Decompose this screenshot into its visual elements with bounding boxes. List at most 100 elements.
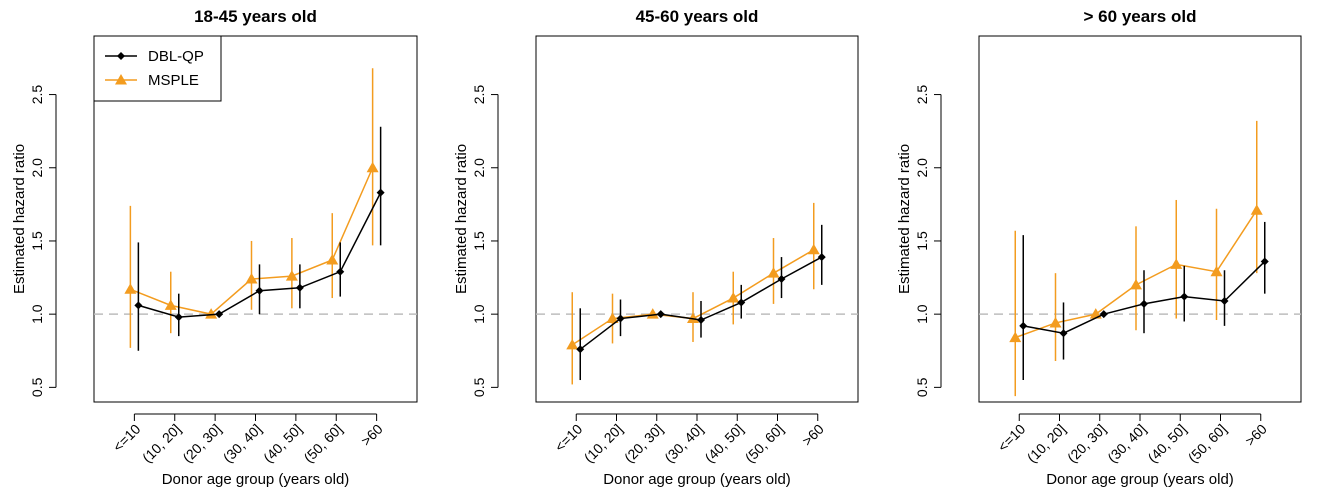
y-axis-label: Estimated hazard ratio bbox=[453, 144, 470, 294]
legend-label: DBL-QP bbox=[148, 48, 204, 65]
x-tick-label: (50, 60] bbox=[1185, 421, 1230, 466]
x-tick-label: >60 bbox=[1242, 421, 1270, 449]
data-point bbox=[295, 283, 304, 292]
legend-marker bbox=[115, 74, 127, 85]
data-point bbox=[1210, 265, 1223, 277]
data-point bbox=[1250, 204, 1263, 215]
y-tick-label: 2.5 bbox=[914, 85, 930, 105]
x-tick-label: (40, 50] bbox=[260, 421, 305, 466]
x-axis-label: Donor age group (years old) bbox=[1046, 471, 1234, 488]
y-tick-label: 1.5 bbox=[914, 231, 930, 251]
y-tick-label: 2.0 bbox=[29, 158, 45, 178]
y-tick-label: 2.0 bbox=[914, 158, 930, 178]
series-dbl-qp bbox=[576, 224, 826, 381]
data-point bbox=[174, 313, 183, 322]
x-axis-label: Donor age group (years old) bbox=[603, 471, 791, 488]
data-point bbox=[1170, 258, 1183, 269]
panel-3: > 60 years old 0.5 1.0 1.5 2.0 2.5 Estimated h… bbox=[896, 7, 1302, 488]
x-tick-label: (50, 60] bbox=[742, 421, 787, 466]
data-point bbox=[164, 299, 177, 310]
chart-title: 45-60 years old bbox=[636, 7, 759, 26]
data-point bbox=[1180, 292, 1189, 301]
y-tick-label: 1.5 bbox=[471, 231, 487, 251]
data-point bbox=[245, 273, 258, 284]
panel-1: 18-45 years old 0.5 1.0 1.5 2.0 2.5 Estimated … bbox=[11, 7, 418, 488]
legend-label: MSPLE bbox=[148, 72, 199, 89]
x-tick-label: >60 bbox=[799, 421, 827, 449]
x-tick-label: >60 bbox=[358, 421, 386, 449]
y-tick-label: 1.0 bbox=[29, 304, 45, 324]
y-tick-label: 0.5 bbox=[29, 377, 45, 397]
data-point bbox=[777, 275, 786, 284]
chart-title: > 60 years old bbox=[1084, 7, 1197, 26]
data-point bbox=[1099, 310, 1108, 319]
y-tick-label: 2.5 bbox=[29, 85, 45, 105]
x-tick-label: (30, 40] bbox=[661, 421, 706, 466]
data-point bbox=[1130, 278, 1142, 290]
data-point bbox=[1260, 257, 1269, 266]
data-point bbox=[697, 316, 705, 325]
data-point bbox=[687, 312, 699, 324]
y-tick-label: 1.5 bbox=[29, 231, 45, 251]
data-point bbox=[817, 253, 826, 262]
x-tick-label: (30, 40] bbox=[1104, 421, 1149, 466]
x-tick-label: <=10 bbox=[551, 421, 585, 455]
data-point bbox=[215, 310, 224, 319]
data-point bbox=[255, 286, 264, 295]
series-dbl-qp bbox=[134, 126, 385, 351]
x-axis-label: Donor age group (years old) bbox=[162, 471, 350, 488]
data-point bbox=[576, 345, 585, 354]
data-point bbox=[205, 308, 218, 319]
series-msple bbox=[1009, 120, 1263, 397]
data-point bbox=[285, 270, 298, 281]
y-tick-label: 2.5 bbox=[471, 85, 487, 105]
x-tick-label: (20, 30] bbox=[621, 421, 666, 466]
data-point bbox=[616, 314, 625, 323]
data-point bbox=[1059, 329, 1068, 338]
data-point bbox=[606, 312, 619, 324]
chart-title: 18-45 years old bbox=[194, 7, 317, 26]
data-point bbox=[1140, 299, 1148, 308]
x-tick-label: (40, 50] bbox=[1144, 421, 1189, 466]
legend-box bbox=[93, 35, 222, 102]
x-tick-label: (10, 20] bbox=[139, 421, 184, 466]
y-tick-label: 1.0 bbox=[471, 304, 487, 324]
data-point bbox=[1220, 296, 1229, 305]
data-point bbox=[134, 301, 143, 310]
x-tick-label: (10, 20] bbox=[581, 421, 626, 466]
x-tick-label: (10, 20] bbox=[1024, 421, 1069, 466]
legend: DBL-QP MSPLE bbox=[93, 35, 222, 102]
y-tick-label: 2.0 bbox=[471, 158, 487, 178]
data-point bbox=[336, 267, 345, 276]
data-point bbox=[807, 243, 820, 255]
data-point bbox=[656, 310, 665, 319]
legend-marker bbox=[117, 52, 125, 60]
data-point bbox=[727, 292, 740, 303]
plot-frame bbox=[978, 35, 1302, 403]
x-tick-label: (40, 50] bbox=[701, 421, 746, 466]
data-point bbox=[737, 298, 746, 307]
series-dbl-qp bbox=[1019, 221, 1269, 381]
data-point bbox=[1009, 331, 1022, 343]
data-point bbox=[1019, 321, 1028, 330]
plot-frame bbox=[535, 35, 859, 403]
data-point bbox=[566, 338, 579, 350]
y-tick-label: 0.5 bbox=[914, 377, 930, 397]
x-tick-label: <=10 bbox=[110, 421, 144, 455]
data-point bbox=[1049, 316, 1062, 328]
plot-frame bbox=[93, 35, 418, 403]
data-point bbox=[366, 161, 379, 173]
y-axis-label: Estimated hazard ratio bbox=[896, 144, 913, 294]
data-point bbox=[376, 188, 385, 197]
data-point bbox=[124, 283, 137, 294]
y-tick-label: 0.5 bbox=[471, 377, 487, 397]
x-tick-label: (20, 30] bbox=[1064, 421, 1109, 466]
series-msple bbox=[124, 68, 379, 348]
y-axis-label: Estimated hazard ratio bbox=[11, 144, 28, 294]
x-tick-label: (30, 40] bbox=[220, 421, 265, 466]
data-point bbox=[326, 253, 339, 265]
y-tick-label: 1.0 bbox=[914, 304, 930, 324]
data-point bbox=[767, 267, 780, 278]
x-tick-label: (50, 60] bbox=[300, 421, 345, 466]
